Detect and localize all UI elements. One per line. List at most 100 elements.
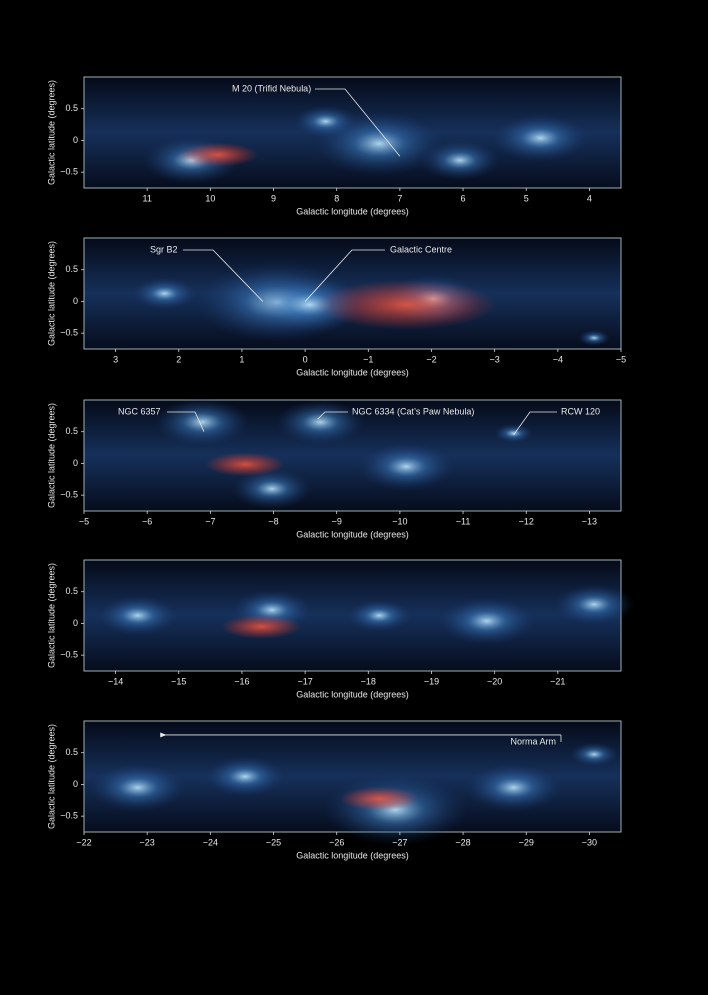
x-tick-label: −13 [582,516,597,526]
y-tick-label: 0.5 [65,103,78,113]
x-tick-label: −20 [487,676,502,686]
nebula-glow [275,399,366,445]
panel: 3 2 1 0 −1 −2 −3 −4 −5 0.5 0 −0.5 Galactic longitude… [46,237,626,377]
x-tick-label: −7 [205,516,215,526]
nebula-glow [154,398,251,447]
x-tick-label: −4 [553,354,563,364]
x-tick-label: −9 [332,516,342,526]
nebula-glow [89,763,186,812]
x-tick-label: 7 [397,193,402,203]
annotation-label: NGC 6334 (Cat’s Paw Nebula) [352,406,474,416]
y-tick-label: −0.5 [60,811,78,821]
x-tick-label: −3 [490,354,500,364]
x-tick-label: 3 [113,354,118,364]
y-tick-label: −0.5 [60,650,78,660]
x-tick-label: −24 [203,837,218,847]
nebula-glow [293,105,358,138]
y-axis-title: Galactic latitude (degrees) [46,241,56,346]
x-tick-label: −11 [456,516,471,526]
x-tick-label: −25 [266,837,281,847]
nebula-glow [231,468,312,509]
annotation-leader [315,88,401,157]
x-tick-label: 4 [587,193,592,203]
annotation-label: Galactic Centre [390,244,452,254]
dust-emission [221,614,302,639]
x-tick-label: 9 [271,193,276,203]
nebula-glow [323,773,468,846]
x-tick-label: −19 [424,676,439,686]
nebula-glow [494,423,533,443]
x-tick-label: −27 [392,837,407,847]
x-tick-label: −10 [392,516,407,526]
nebula-glow [205,756,286,797]
x-tick-label: −23 [140,837,155,847]
panel: −14 −15 −16 −17 −18 −19 −20 −21 0.5 0 −0.5 Galactic… [46,559,635,699]
panel: 11 10 9 8 7 6 5 4 0.5 0 −0.5 Galactic longitude (de… [46,76,622,216]
nebula-glow [358,442,455,491]
y-axis-title: Galactic latitude (degrees) [46,563,56,668]
x-tick-label: −26 [329,837,344,847]
panel: −5 −6 −7 −8 −9 −10 −11 −12 −13 0.5 0 −0.5 Galactic l… [46,398,622,539]
y-tick-label: −0.5 [60,328,78,338]
x-tick-label: −15 [171,676,186,686]
x-tick-label: −18 [361,676,376,686]
x-tick-label: −28 [455,837,470,847]
annotation-label: Norma Arm [510,736,556,746]
y-tick-label: −0.5 [60,490,78,500]
x-tick-label: −5 [616,354,626,364]
annotation-leader [167,411,205,432]
x-tick-label: 0 [303,354,308,364]
x-axis-title: Galactic longitude (degrees) [296,529,409,539]
annotation-label: RCW 120 [561,406,600,416]
x-tick-label: −12 [519,516,534,526]
annotation-leader [513,411,557,436]
x-axis-title: Galactic longitude (degrees) [296,689,409,699]
x-tick-label: −5 [79,516,89,526]
dust-emission [316,279,497,330]
x-tick-label: −30 [582,837,597,847]
x-tick-label: 5 [524,193,529,203]
annotation-leader [304,249,385,302]
y-tick-label: −0.5 [60,167,78,177]
y-tick-label: 0 [73,135,78,145]
annotation-label: NGC 6357 [118,406,161,416]
x-tick-label: 2 [176,354,181,364]
annotation-leader [317,411,348,420]
nebula-glow [465,763,562,812]
x-tick-label: 11 [143,193,152,203]
y-tick-label: 0 [73,296,78,306]
annotation-leader [183,249,264,302]
y-tick-label: 0 [73,458,78,468]
x-tick-label: 8 [334,193,339,203]
nebula-glow [419,140,500,181]
x-axis-title: Galactic longitude (degrees) [296,367,409,377]
nebula-glow [578,329,611,346]
y-tick-label: 0.5 [65,264,78,274]
y-axis-title: Galactic latitude (degrees) [46,80,56,185]
dust-emission [339,786,420,811]
x-tick-label: −1 [363,354,373,364]
x-axis-title: Galactic longitude (degrees) [296,850,409,860]
x-tick-label: 1 [239,354,244,364]
nebula-glow [97,595,178,636]
y-axis-title: Galactic latitude (degrees) [46,724,56,829]
x-tick-label: −16 [234,676,249,686]
y-axis-title: Galactic latitude (degrees) [46,403,56,508]
nebula-glow [554,584,635,625]
x-tick-label: −29 [519,837,534,847]
x-tick-label: −17 [297,676,312,686]
y-tick-label: 0.5 [65,426,78,436]
x-tick-label: −22 [76,837,91,847]
x-tick-label: 6 [461,193,466,203]
y-tick-label: 0.5 [65,586,78,596]
x-axis-title: Galactic longitude (degrees) [296,206,409,216]
x-tick-label: −14 [108,676,123,686]
x-tick-label: −21 [550,676,565,686]
nebula-glow [438,597,535,646]
x-tick-label: 10 [205,193,215,203]
dust-emission [205,452,286,477]
dust-emission [178,142,259,167]
panel: −22 −23 −24 −25 −26 −27 −28 −29 −30 0.5 0 −0.5 Galac… [46,720,622,860]
x-tick-label: −6 [142,516,152,526]
